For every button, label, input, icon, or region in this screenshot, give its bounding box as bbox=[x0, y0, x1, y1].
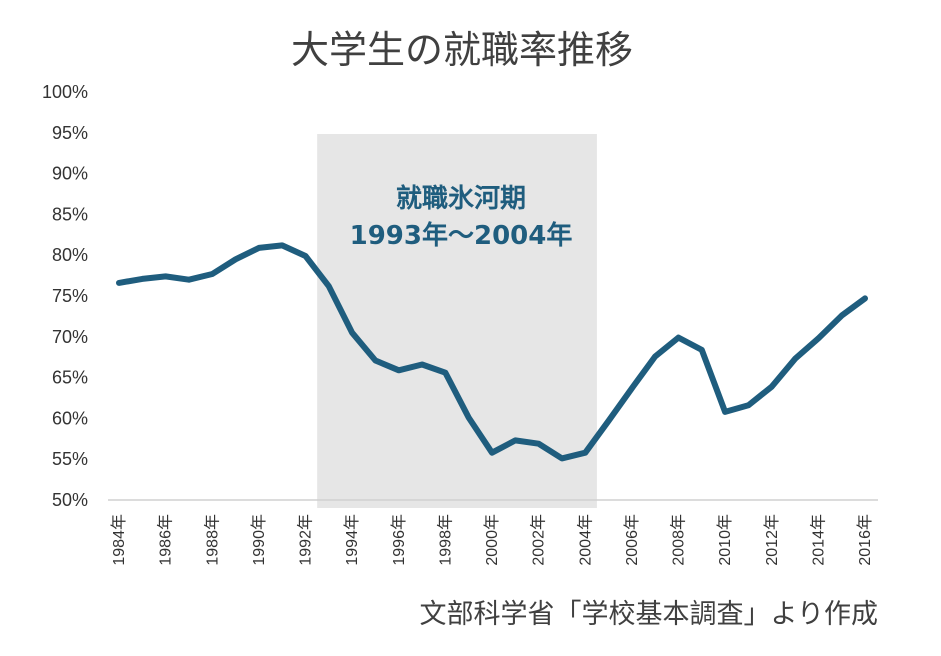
highlight-label-line1: 就職氷河期 bbox=[396, 184, 526, 214]
chart-title: 大学生の就職率推移 bbox=[291, 28, 633, 72]
y-tick-label: 80% bbox=[52, 245, 88, 265]
y-tick-label: 75% bbox=[52, 286, 88, 306]
x-tick-label: 1994年 bbox=[343, 514, 361, 566]
y-tick-label: 95% bbox=[52, 123, 88, 143]
x-tick-label: 2004年 bbox=[576, 514, 594, 566]
y-tick-label: 60% bbox=[52, 408, 88, 428]
x-tick-label: 2006年 bbox=[623, 514, 641, 566]
x-tick-label: 1988年 bbox=[203, 514, 221, 566]
x-tick-label: 2014年 bbox=[809, 514, 827, 566]
y-tick-label: 85% bbox=[52, 204, 88, 224]
x-tick-label: 2002年 bbox=[530, 514, 548, 566]
x-tick-label: 1986年 bbox=[157, 514, 175, 566]
highlight-band bbox=[317, 134, 597, 508]
x-tick-label: 1984年 bbox=[110, 514, 128, 566]
y-tick-label: 100% bbox=[42, 82, 88, 102]
series-line bbox=[116, 242, 868, 462]
x-tick-label: 1996年 bbox=[390, 514, 408, 566]
y-tick-label: 90% bbox=[52, 164, 88, 184]
y-tick-label: 55% bbox=[52, 449, 88, 469]
x-tick-label: 1992年 bbox=[297, 514, 315, 566]
x-tick-label: 1990年 bbox=[250, 514, 268, 566]
x-tick-label: 2012年 bbox=[763, 514, 781, 566]
x-tick-label: 2016年 bbox=[856, 514, 874, 566]
y-tick-label: 65% bbox=[52, 368, 88, 388]
x-tick-label: 2008年 bbox=[670, 514, 688, 566]
y-tick-label: 70% bbox=[52, 327, 88, 347]
x-tick-label: 1998年 bbox=[436, 514, 454, 566]
y-tick-label: 50% bbox=[52, 490, 88, 510]
highlight-label-line2: 1993年～2004年 bbox=[350, 220, 573, 251]
x-tick-label: 2010年 bbox=[716, 514, 734, 566]
chart-source: 文部科学省「学校基本調査」より作成 bbox=[420, 599, 878, 630]
x-tick-label: 2000年 bbox=[483, 514, 501, 566]
